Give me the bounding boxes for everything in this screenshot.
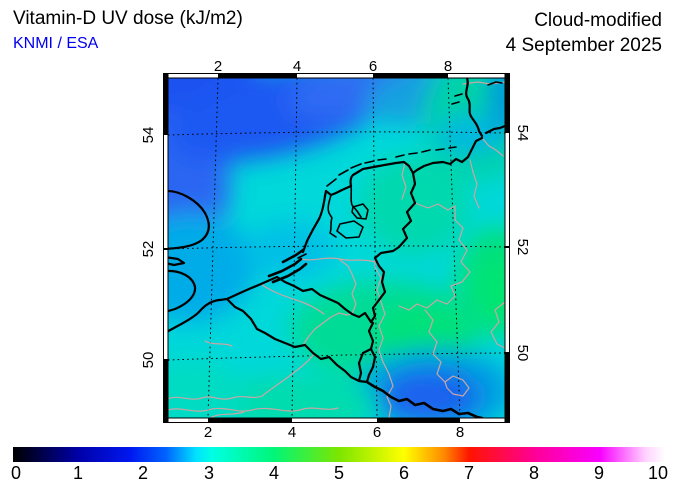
lon-label-bottom-2: 2 bbox=[204, 424, 212, 441]
colorbar-tick-label: 1 bbox=[72, 463, 84, 483]
page-title: Vitamin-D UV dose (kJ/m2) bbox=[13, 8, 243, 29]
colorbar-tick-label: 10 bbox=[647, 463, 669, 483]
header-right: Cloud-modified 4 September 2025 bbox=[506, 8, 662, 58]
colorbar-tick-label: 8 bbox=[528, 463, 540, 483]
lon-label-bottom-4: 4 bbox=[288, 424, 296, 441]
lat-label-left-50: 50 bbox=[140, 352, 157, 369]
colorbar-tick-label: 7 bbox=[463, 463, 475, 483]
colorbar-tick-label: 9 bbox=[593, 463, 605, 483]
lon-label-top-2: 2 bbox=[214, 58, 222, 75]
lon-label-top-6: 6 bbox=[369, 58, 377, 75]
colorbar-tick-label: 5 bbox=[333, 463, 345, 483]
lat-label-right-52: 52 bbox=[514, 239, 531, 256]
lat-label-right-50: 50 bbox=[514, 345, 531, 362]
colorbar-tick-label: 6 bbox=[398, 463, 410, 483]
colorbar-gradient bbox=[13, 447, 665, 462]
lon-label-bottom-8: 8 bbox=[456, 424, 464, 441]
lat-label-right-54: 54 bbox=[514, 125, 531, 142]
colorbar-tick-label: 0 bbox=[10, 463, 22, 483]
lon-label-top-8: 8 bbox=[444, 58, 452, 75]
lon-label-bottom-6: 6 bbox=[373, 424, 381, 441]
credit-label: KNMI / ESA bbox=[13, 35, 99, 52]
lat-label-left-52: 52 bbox=[140, 241, 157, 258]
coastline-layer bbox=[168, 78, 505, 418]
mode-label: Cloud-modified bbox=[534, 10, 662, 31]
lat-label-left-54: 54 bbox=[140, 127, 157, 144]
map-frame bbox=[163, 73, 510, 423]
axis-labels: 2 4 6 8 2 4 6 8 54 52 50 54 52 50 bbox=[140, 58, 531, 441]
graticule-layer bbox=[168, 78, 505, 418]
colorbar-tick-label: 4 bbox=[268, 463, 280, 483]
colorbar-tick-label: 3 bbox=[203, 463, 215, 483]
uv-field-layer bbox=[168, 78, 505, 418]
colorbar-tick-label: 2 bbox=[137, 463, 149, 483]
date-label: 4 September 2025 bbox=[505, 35, 662, 56]
uv-map: 2 4 6 8 2 4 6 8 54 52 50 54 52 50 bbox=[140, 58, 531, 441]
lon-label-top-4: 4 bbox=[293, 58, 301, 75]
